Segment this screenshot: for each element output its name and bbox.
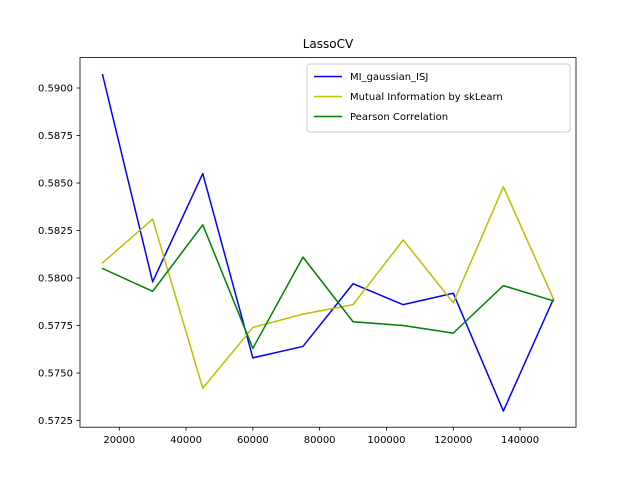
chart-title: LassoCV	[303, 37, 354, 51]
y-tick-label-4: 0.5825	[38, 226, 73, 237]
series-layer	[101, 73, 555, 412]
x-tick-label-40000: 40000	[170, 435, 202, 446]
y-tick-label-1: 0.5750	[38, 369, 73, 380]
plot-frame	[79, 57, 577, 428]
series-line-1	[101, 73, 555, 412]
y-tick-label-2: 0.5775	[38, 321, 73, 332]
legend-label-1: MI_gaussian_ISJ	[350, 72, 428, 83]
x-tick-label-100000: 100000	[367, 435, 405, 446]
axes-layer: 20000 40000 60000 80000 100000 120000 140000 0.…	[38, 57, 577, 446]
series-line-2	[101, 186, 555, 389]
x-tick-label-120000: 120000	[434, 435, 472, 446]
x-tick-label-20000: 20000	[103, 435, 135, 446]
legend-label-2: Mutual Information by skLearn	[350, 92, 503, 103]
series-line-3	[101, 224, 555, 350]
legend-label-3: Pearson Correlation	[350, 112, 448, 123]
y-tick-label-7: 0.5900	[38, 84, 73, 95]
y-tick-label-5: 0.5850	[38, 179, 73, 190]
legend-box	[306, 63, 571, 133]
y-tick-label-3: 0.5800	[38, 274, 73, 285]
y-tick-label-6: 0.5875	[38, 131, 73, 142]
x-tick-label-60000: 60000	[237, 435, 269, 446]
x-tick-label-140000: 140000	[501, 435, 539, 446]
y-tick-label-0: 0.5725	[38, 416, 73, 427]
legend: MI_gaussian_ISJ Mutual Information by skL…	[306, 63, 571, 133]
x-tick-label-80000: 80000	[304, 435, 336, 446]
